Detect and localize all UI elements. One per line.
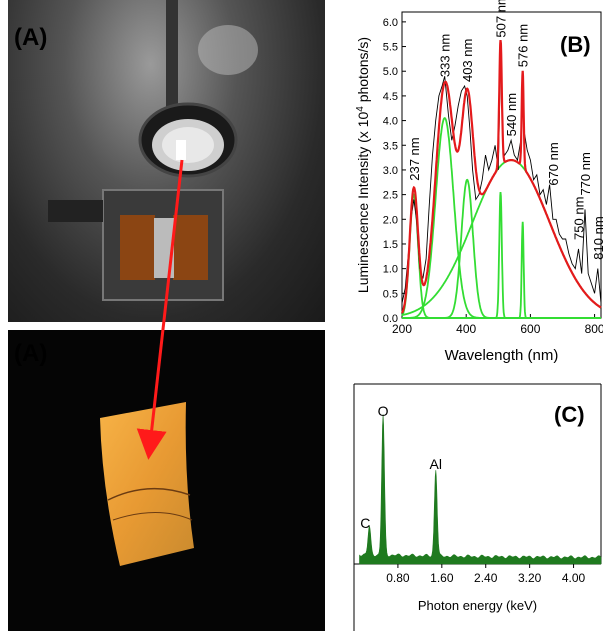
y-tick-label: 0.5 (383, 288, 398, 300)
peak-label: 237 nm (407, 137, 422, 180)
panel-c-label: (C) (554, 402, 585, 427)
peak-label: 403 nm (460, 39, 475, 82)
x-tick-label: 2.40 (474, 571, 498, 585)
y-tick-label: 2.0 (383, 214, 398, 226)
x-tick-label: 200 (392, 322, 412, 336)
peak-label: 670 nm (546, 142, 561, 185)
y-tick-label: 4.5 (383, 91, 398, 103)
x-axis-label: Photon energy (keV) (418, 598, 537, 613)
x-tick-label: 400 (456, 322, 476, 336)
red-arrow (136, 159, 184, 460)
eds-spectrum-chart: C O Al 0.80 1.60 2.40 3.20 4.00 Photon energy (k… (353, 383, 602, 631)
peak-label: 770 nm (578, 152, 593, 195)
peak-label: O (378, 403, 389, 419)
panel-b-label: (B) (560, 32, 591, 57)
y-tick-label: 3.0 (383, 165, 398, 177)
x-tick-label: 0.80 (386, 571, 410, 585)
peak-label: 576 nm (516, 24, 531, 67)
x-tick-label: 4.00 (562, 571, 586, 585)
fitted-curve (401, 39, 602, 314)
photo-luminescing-sample (8, 330, 325, 631)
y-tick-label: 5.5 (383, 42, 398, 54)
x-tick-label: 800 (585, 322, 603, 336)
luminescence-spectrum-chart: 0.0 0.5 1.0 1.5 2.0 2.5 3.0 3.5 4.0 4.5 5.0 5.5 6.0 2… (355, 0, 603, 364)
x-tick-label: 1.60 (430, 571, 454, 585)
x-axis-label: Wavelength (nm) (445, 347, 559, 364)
y-tick-label: 1.0 (383, 264, 398, 276)
panel-a-top-label: (A) (14, 24, 48, 51)
eds-spectrum-area (359, 414, 602, 565)
y-tick-label: 3.5 (383, 140, 398, 152)
y-tick-label: 5.0 (383, 66, 398, 78)
y-tick-label: 4.0 (383, 116, 398, 128)
peak-label: C (360, 515, 370, 531)
y-tick-label: 0.0 (383, 313, 398, 325)
peak-label: 540 nm (504, 93, 519, 136)
peak-label: 507 nm (494, 0, 509, 38)
detector-camera-illustration (138, 0, 238, 178)
panel-a-bottom-label: (A) (14, 340, 48, 367)
sample-holder-illustration (48, 189, 224, 301)
peak-label: 750 nm (572, 197, 587, 240)
component-curve (402, 221, 601, 319)
glowing-sample-illustration (100, 402, 194, 566)
x-tick-label: 3.20 (518, 571, 542, 585)
y-tick-label: 2.5 (383, 190, 398, 202)
x-tick-label: 600 (520, 322, 540, 336)
peak-label: Al (430, 456, 442, 472)
peak-label: 810 nm (591, 216, 603, 259)
peak-label: 333 nm (438, 34, 453, 77)
y-axis-label: Luminescence Intensity (x 104 photons/s) (355, 37, 372, 293)
photo-experimental-setup (8, 0, 325, 322)
y-tick-label: 6.0 (383, 17, 398, 29)
y-tick-label: 1.5 (383, 239, 398, 251)
